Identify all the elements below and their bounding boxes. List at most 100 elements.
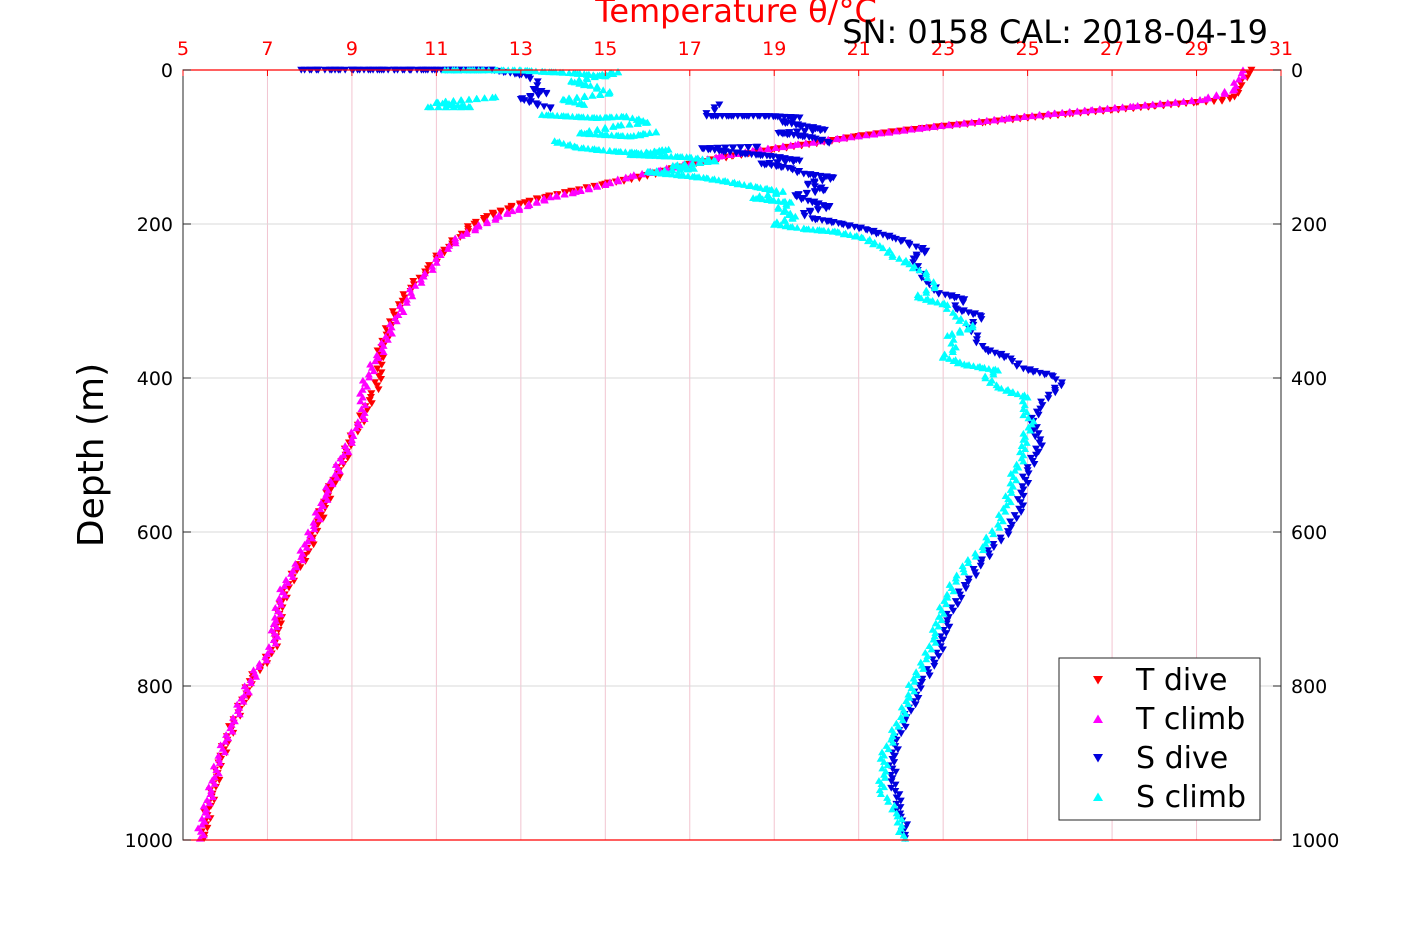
data-point (1086, 106, 1095, 114)
data-point (632, 116, 641, 123)
legend-marker (1093, 754, 1103, 763)
data-point (929, 278, 938, 285)
data-point (593, 182, 602, 190)
data-point (542, 90, 551, 98)
data-point (605, 113, 614, 121)
data-point (417, 278, 426, 286)
data-point (614, 148, 623, 155)
data-point (357, 405, 366, 412)
data-point (921, 296, 930, 303)
data-point (457, 231, 466, 239)
data-point (526, 75, 535, 83)
data-point (432, 258, 441, 266)
data-point (891, 768, 900, 776)
data-point (972, 339, 981, 347)
data-point (415, 274, 424, 282)
data-point (691, 154, 700, 162)
data-point (1051, 376, 1060, 384)
data-point (1103, 105, 1112, 112)
data-point (1228, 86, 1237, 94)
data-point (847, 133, 856, 141)
data-point (1017, 508, 1026, 516)
data-point (914, 694, 923, 702)
data-point (590, 73, 599, 81)
data-point (1073, 107, 1082, 115)
data-point (599, 86, 608, 94)
data-point (934, 290, 943, 298)
data-point (953, 601, 962, 609)
data-point (776, 221, 785, 229)
data-point (888, 253, 897, 260)
data-point (276, 610, 285, 618)
data-point (884, 797, 893, 805)
data-point (927, 645, 936, 653)
data-point (533, 78, 542, 86)
data-point (793, 169, 802, 177)
data-point (814, 206, 823, 214)
data-point (995, 352, 1004, 359)
data-point (576, 187, 585, 195)
data-point (579, 81, 588, 89)
data-point (1225, 95, 1234, 103)
data-point (328, 480, 337, 488)
data-point (363, 382, 372, 390)
data-point (367, 400, 376, 408)
data-point (955, 317, 964, 324)
data-point (562, 112, 571, 120)
data-point (693, 173, 702, 181)
data-point (753, 113, 762, 120)
data-point (1035, 369, 1044, 377)
data-point (214, 769, 223, 777)
data-point (309, 522, 318, 530)
chart-subtitle: SN: 0158 CAL: 2018-04-19 (842, 13, 1268, 51)
data-point (622, 113, 631, 121)
data-point (1022, 408, 1031, 416)
data-point (560, 190, 569, 198)
data-point (781, 222, 790, 230)
data-point (1032, 451, 1041, 459)
data-point (967, 118, 976, 126)
data-point (964, 559, 973, 566)
data-point (968, 323, 977, 331)
data-point (817, 226, 826, 234)
data-point (839, 230, 848, 238)
data-point (945, 355, 954, 362)
data-point (465, 95, 474, 103)
data-point (975, 118, 984, 126)
data-point (887, 784, 896, 792)
data-point (872, 230, 881, 238)
data-point (883, 794, 892, 801)
data-point (893, 818, 902, 826)
data-point (908, 264, 917, 272)
data-point (604, 89, 613, 97)
data-point (277, 600, 286, 608)
data-point (896, 804, 905, 811)
data-point (394, 311, 403, 319)
data-point (939, 609, 948, 617)
data-point (728, 179, 737, 187)
x-tick-label: 7 (261, 38, 273, 60)
data-point (573, 94, 582, 101)
data-point (949, 308, 958, 316)
data-point (1239, 72, 1248, 80)
data-point (979, 546, 988, 554)
x-tick-label: 9 (346, 38, 358, 60)
data-point (727, 113, 736, 120)
x-tick-label: 29 (1184, 38, 1208, 60)
data-point (818, 177, 827, 185)
data-point (804, 197, 813, 205)
data-point (628, 114, 637, 122)
data-point (379, 348, 388, 356)
data-point (388, 308, 397, 315)
x-tick-label: 15 (593, 38, 617, 60)
data-point (489, 212, 498, 219)
data-point (625, 120, 634, 128)
data-point (919, 665, 928, 672)
data-point (1000, 354, 1009, 362)
data-point (338, 457, 347, 465)
data-point (451, 239, 460, 247)
data-point (457, 96, 466, 104)
data-point (983, 117, 992, 125)
data-point (855, 225, 864, 233)
data-point (208, 793, 217, 801)
